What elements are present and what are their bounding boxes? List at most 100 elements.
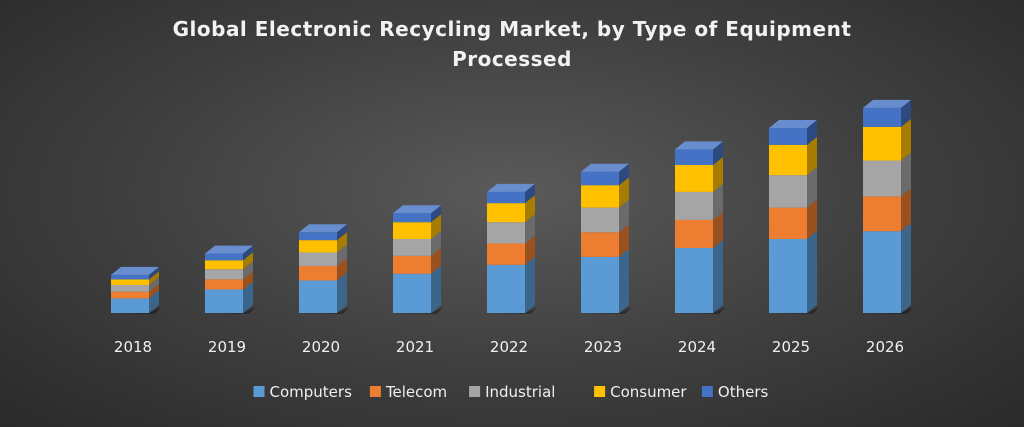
- bar-side-face: [901, 223, 911, 313]
- bar-segment-others-2018: [111, 266, 159, 280]
- bar-segment-consumer-2020: [299, 232, 347, 253]
- bar-segment-industrial-2018: [111, 276, 159, 292]
- bar-front-face: [581, 185, 619, 208]
- bar-segment-telecom-2023: [581, 224, 629, 257]
- bar-side-face: [337, 244, 347, 266]
- legend-swatch: [594, 386, 606, 397]
- bar-front-face: [863, 231, 901, 313]
- legend: Computers Telecom Industrial Consumer Others: [253, 383, 768, 401]
- bar-front-face: [863, 196, 901, 232]
- bar-segment-others-2022: [487, 183, 535, 204]
- bar-segment-computers-2026: [863, 223, 911, 313]
- bar-front-face: [299, 265, 337, 281]
- bar-segment-computers-2020: [299, 272, 347, 313]
- legend-label: Telecom: [385, 383, 447, 401]
- x-tick-label-2018: 2018: [114, 338, 152, 356]
- bar-column-2021: [393, 205, 443, 314]
- bar-side-face: [525, 214, 535, 244]
- bar-side-face: [619, 163, 629, 186]
- bar-side-face: [243, 281, 253, 313]
- x-tick-label-2026: 2026: [866, 338, 904, 356]
- x-tick-label-2021: 2021: [396, 338, 434, 356]
- bar-side-face: [149, 271, 159, 285]
- bar-segment-others-2026: [863, 99, 911, 127]
- bar-segment-telecom-2024: [675, 211, 723, 248]
- bar-front-face: [581, 232, 619, 257]
- bar-front-face: [769, 239, 807, 313]
- bar-side-face: [807, 231, 817, 313]
- bar-column-2022: [487, 183, 537, 314]
- legend-swatch: [369, 386, 381, 397]
- bar-side-face: [619, 177, 629, 208]
- bar-segment-computers-2022: [487, 256, 535, 313]
- bar-segment-industrial-2019: [205, 261, 253, 280]
- bar-segment-telecom-2022: [487, 235, 535, 265]
- legend-swatch: [253, 386, 265, 397]
- bar-front-face: [299, 240, 337, 253]
- bar-front-face: [675, 247, 713, 313]
- bar-side-face: [807, 167, 817, 208]
- bar-front-face: [205, 279, 243, 290]
- bar-front-face: [393, 213, 431, 223]
- bar-segment-industrial-2021: [393, 231, 441, 256]
- bar-segment-industrial-2025: [769, 167, 817, 208]
- bar-segment-computers-2021: [393, 265, 441, 313]
- legend-label: Computers: [270, 383, 353, 401]
- bar-front-face: [393, 222, 431, 240]
- x-tick-label-2020: 2020: [302, 338, 340, 356]
- bar-segment-others-2023: [581, 163, 629, 186]
- bar-side-face: [431, 214, 441, 240]
- bar-front-face: [299, 232, 337, 241]
- bar-side-face: [713, 239, 723, 313]
- bar-front-face: [487, 222, 525, 244]
- bar-segment-computers-2018: [111, 290, 159, 313]
- bar-top-face: [487, 183, 535, 192]
- bar-front-face: [769, 144, 807, 176]
- bar-front-face: [863, 160, 901, 197]
- x-axis-tick-labels: 2018 2019 2020 2021 2022 2023 2024 2025 2026: [114, 338, 904, 356]
- chart-title: Global Electronic Recycling Market, by T…: [172, 17, 852, 71]
- bar-side-face: [337, 224, 347, 241]
- bar-front-face: [205, 253, 243, 261]
- bar-segment-others-2019: [205, 245, 253, 261]
- bar-segment-telecom-2021: [393, 247, 441, 274]
- bar-side-face: [901, 118, 911, 161]
- bar-front-face: [581, 171, 619, 186]
- bar-front-face: [205, 269, 243, 280]
- legend-item-computers: Computers: [253, 383, 353, 401]
- bar-column-2026: [863, 99, 913, 314]
- bar-side-face: [807, 136, 817, 176]
- bar-segment-industrial-2026: [863, 152, 911, 197]
- legend-swatch: [469, 386, 481, 397]
- bar-segment-computers-2025: [769, 231, 817, 313]
- bar-side-face: [243, 245, 253, 261]
- bar-side-face: [901, 188, 911, 232]
- bar-front-face: [299, 280, 337, 313]
- bar-top-face: [299, 224, 347, 233]
- bar-segment-consumer-2018: [111, 271, 159, 285]
- bar-side-face: [713, 157, 723, 192]
- bar-top-face: [581, 163, 629, 172]
- bar-segment-telecom-2025: [769, 199, 817, 240]
- bar-segment-computers-2023: [581, 248, 629, 313]
- bar-front-face: [675, 191, 713, 220]
- bar-segment-telecom-2020: [299, 257, 347, 281]
- bar-front-face: [675, 149, 713, 166]
- bar-front-face: [205, 289, 243, 313]
- bar-segment-industrial-2023: [581, 199, 629, 233]
- x-tick-label-2024: 2024: [678, 338, 716, 356]
- bar-side-face: [431, 265, 441, 313]
- bar-side-face: [525, 256, 535, 313]
- x-tick-label-2025: 2025: [772, 338, 810, 356]
- bar-side-face: [807, 120, 817, 145]
- bar-column-2019: [205, 245, 255, 314]
- bar-segment-telecom-2026: [863, 188, 911, 232]
- bar-front-face: [769, 207, 807, 240]
- bar-front-face: [111, 298, 149, 313]
- bar-side-face: [243, 261, 253, 280]
- bar-front-face: [581, 256, 619, 313]
- bar-side-face: [337, 272, 347, 313]
- bar-segment-telecom-2019: [205, 271, 253, 290]
- bar-side-face: [619, 248, 629, 313]
